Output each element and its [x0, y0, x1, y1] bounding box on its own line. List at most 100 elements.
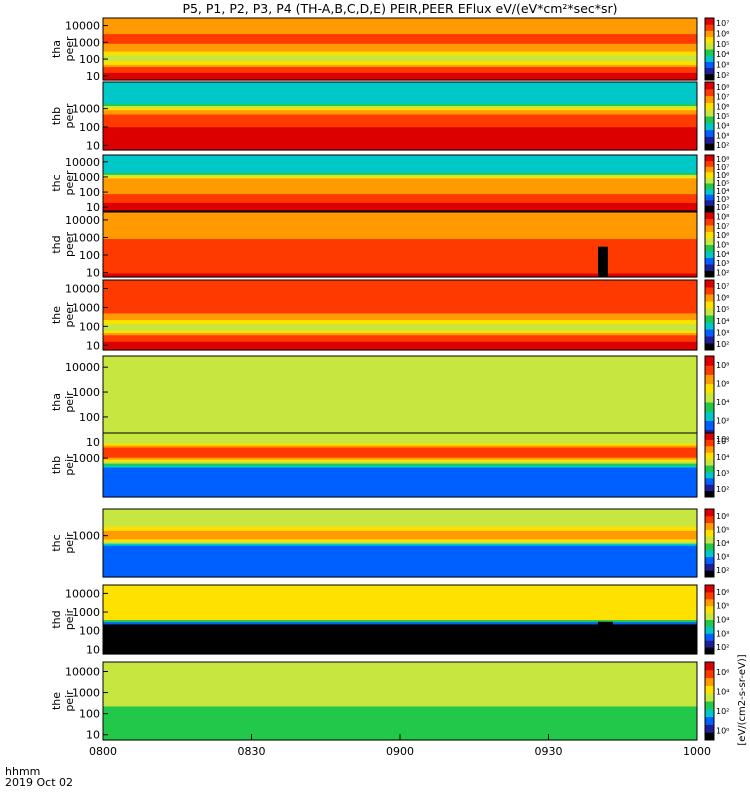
energy-band	[103, 427, 697, 432]
energy-band	[103, 523, 697, 527]
energy-band	[103, 78, 697, 81]
energy-band	[103, 613, 697, 616]
y-tick-label: 10000	[65, 214, 100, 227]
panel-frame	[102, 211, 698, 278]
colorbar-swatch	[705, 225, 714, 232]
energy-band	[103, 370, 697, 374]
colorbar-swatch	[705, 205, 714, 212]
energy-band	[103, 568, 697, 572]
energy-band	[103, 116, 697, 119]
energy-band	[103, 310, 697, 314]
energy-band	[103, 19, 697, 23]
panel-frame	[102, 508, 698, 578]
energy-band	[103, 713, 697, 717]
energy-band	[103, 256, 697, 260]
panel-frame	[102, 81, 698, 151]
energy-band	[103, 560, 697, 563]
y-tick-label: 1000	[72, 171, 100, 184]
energy-band	[103, 160, 697, 163]
energy-band	[103, 220, 697, 223]
energy-band	[103, 262, 697, 266]
panel-frame	[102, 154, 698, 212]
colorbar-swatch	[705, 392, 714, 403]
y-tick-label: 1000	[72, 530, 100, 543]
colorbar-frame	[704, 81, 715, 151]
y-tick-label: 10000	[65, 587, 100, 600]
energy-band	[103, 258, 697, 262]
colorbar-swatch	[705, 315, 714, 323]
energy-band	[103, 566, 697, 570]
energy-band	[103, 25, 697, 29]
colorbar-swatch	[705, 647, 714, 655]
energy-band	[103, 384, 697, 389]
energy-band	[103, 94, 697, 98]
energy-band	[103, 623, 697, 627]
energy-band	[103, 165, 697, 168]
energy-band	[103, 517, 697, 521]
energy-band	[103, 218, 697, 221]
colorbar: 10² 10³ 10⁴ 10⁵	[704, 432, 729, 498]
energy-band	[103, 214, 697, 217]
energy-band	[103, 41, 697, 44]
energy-band	[103, 645, 697, 649]
colorbar-tick-label: 10³	[716, 259, 729, 268]
fill-value-region	[598, 246, 608, 277]
energy-band	[103, 170, 697, 174]
energy-band	[103, 701, 697, 705]
energy-band	[103, 591, 697, 595]
energy-band	[103, 449, 697, 452]
energy-band	[103, 195, 697, 198]
energy-band	[103, 216, 697, 219]
energy-band	[103, 455, 697, 458]
energy-band	[103, 570, 697, 574]
energy-band	[103, 35, 697, 38]
energy-band	[103, 31, 697, 35]
colorbar-swatch	[705, 244, 714, 252]
colorbar-tick-label: 10⁶	[716, 668, 729, 677]
energy-band	[103, 301, 697, 305]
energy-band	[103, 295, 697, 299]
colorbar-swatch	[705, 270, 714, 278]
energy-band	[103, 710, 697, 714]
energy-band	[103, 379, 697, 383]
y-tick-label: 10	[86, 70, 100, 83]
colorbar-swatch	[705, 231, 714, 239]
energy-band	[103, 636, 697, 640]
colorbar-swatch	[705, 626, 714, 634]
colorbar-tick-label: 10⁶	[716, 294, 729, 303]
energy-band	[103, 268, 697, 272]
energy-band	[103, 515, 697, 519]
colorbar-swatch	[705, 166, 714, 173]
panel-product-label: peer	[63, 232, 76, 258]
colorbar-swatch	[705, 570, 714, 578]
energy-band	[103, 604, 697, 608]
colorbar-swatch	[705, 194, 714, 201]
energy-band	[103, 270, 697, 274]
energy-band	[103, 162, 697, 165]
colorbar-tick-label: 10²	[716, 203, 729, 212]
energy-band	[103, 447, 697, 450]
energy-band	[103, 124, 697, 128]
energy-band	[103, 551, 697, 555]
colorbar-tick-label: 10⁵	[716, 305, 729, 314]
energy-band	[103, 674, 697, 678]
y-tick-label: 1000	[72, 386, 100, 399]
energy-band	[103, 396, 697, 400]
colorbar-swatch	[705, 685, 714, 694]
colorbar-swatch	[705, 301, 714, 309]
energy-band	[103, 66, 697, 69]
energy-band	[103, 109, 697, 113]
colorbar-swatch	[705, 619, 714, 627]
energy-band	[103, 649, 697, 653]
energy-band	[103, 621, 697, 625]
panel-thb-peir: 1000 thb peir 10² 10³ 10⁴ 10⁵	[50, 432, 729, 498]
energy-band	[103, 145, 697, 149]
energy-band	[103, 137, 697, 140]
energy-band	[103, 135, 697, 138]
colorbar-swatch	[705, 264, 714, 271]
colorbar-swatch	[705, 88, 714, 97]
y-tick-label: 10	[86, 436, 100, 449]
energy-band	[103, 252, 697, 256]
